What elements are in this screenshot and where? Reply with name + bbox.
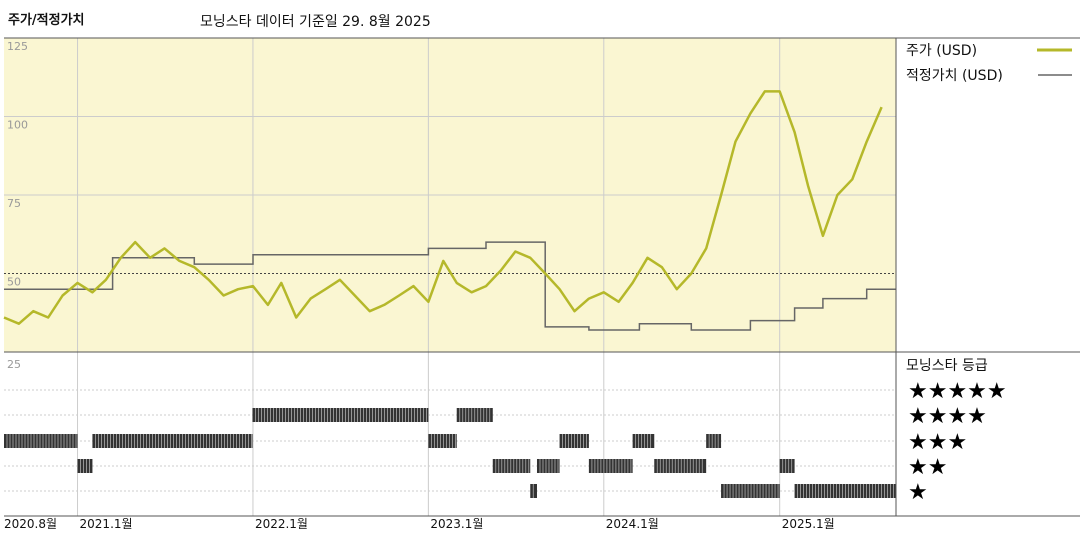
- rating-star-labels: ★★★★★★★★★★★★★★★: [908, 379, 1007, 505]
- rating-label-4-stars: ★★★★: [908, 404, 987, 429]
- rating-label-2-stars: ★★: [908, 455, 947, 480]
- rating-segment-1-stars: [794, 484, 896, 498]
- rating-bar: [588, 459, 633, 473]
- rating-label-3-stars: ★★★: [908, 430, 967, 455]
- rating-segment-4-stars: [456, 408, 493, 422]
- legend-price-label: 주가 (USD): [906, 43, 977, 59]
- price-line: [3, 90, 883, 325]
- y-tick-75: 75: [7, 197, 21, 210]
- y-tick-25: 25: [7, 358, 21, 371]
- y-tick-50: 50: [7, 276, 21, 289]
- rating-segment-3-stars: [92, 434, 253, 448]
- rating-bar: [77, 459, 93, 473]
- rating-segment-3-stars: [632, 434, 655, 448]
- rating-legend-title: 모닝스타 등급: [906, 358, 988, 374]
- rating-segment-1-stars: [721, 484, 780, 498]
- rating-segment-3-stars: [428, 434, 457, 448]
- rating-segment-2-stars: [588, 459, 633, 473]
- rating-segment-3-stars: [559, 434, 589, 448]
- y-tick-100: 100: [7, 119, 28, 132]
- rating-bar: [4, 434, 78, 448]
- rating-segment-1-stars: [530, 484, 537, 498]
- x-tick-2024-01: 2024.1월: [606, 517, 659, 531]
- chart-title: 주가/적정가치: [8, 13, 85, 28]
- rating-segment-3-stars: [4, 434, 78, 448]
- rating-segment-2-stars: [77, 459, 93, 473]
- y-axis-ticks: 125 100 75 50 25: [7, 40, 28, 371]
- rating-segment-2-stars: [536, 459, 560, 473]
- rating-segment-3-stars: [706, 434, 722, 448]
- rating-segment-4-stars: [252, 408, 429, 422]
- rating-bar: [632, 434, 655, 448]
- rating-segment-2-stars: [779, 459, 795, 473]
- rating-label-1-stars: ★: [908, 480, 928, 505]
- x-axis-ticks: 2020.8월 2021.1월 2022.1월 2023.1월 2024.1월 2025.…: [4, 517, 835, 531]
- rating-segment-2-stars: [492, 459, 531, 473]
- legend-fair-label: 적정가치 (USD): [906, 68, 1003, 84]
- y-tick-125: 125: [7, 40, 28, 53]
- rating-segment-2-stars: [654, 459, 707, 473]
- x-tick-2023-01: 2023.1월: [430, 517, 483, 531]
- rating-bar: [252, 408, 429, 422]
- fair-value-line: [4, 241, 896, 331]
- x-tick-2021-01: 2021.1월: [80, 517, 133, 531]
- rating-bar: [706, 434, 722, 448]
- data-date-label: 모닝스타 데이터 기준일 29. 8월 2025: [200, 14, 431, 30]
- rating-bar: [654, 459, 707, 473]
- x-tick-2022-01: 2022.1월: [255, 517, 308, 531]
- x-tick-2025-01: 2025.1월: [782, 517, 835, 531]
- rating-bar: [779, 459, 795, 473]
- rating-label-5-stars: ★★★★★: [908, 379, 1007, 404]
- x-tick-2020-08: 2020.8월: [4, 517, 57, 531]
- rating-bars: [4, 408, 896, 498]
